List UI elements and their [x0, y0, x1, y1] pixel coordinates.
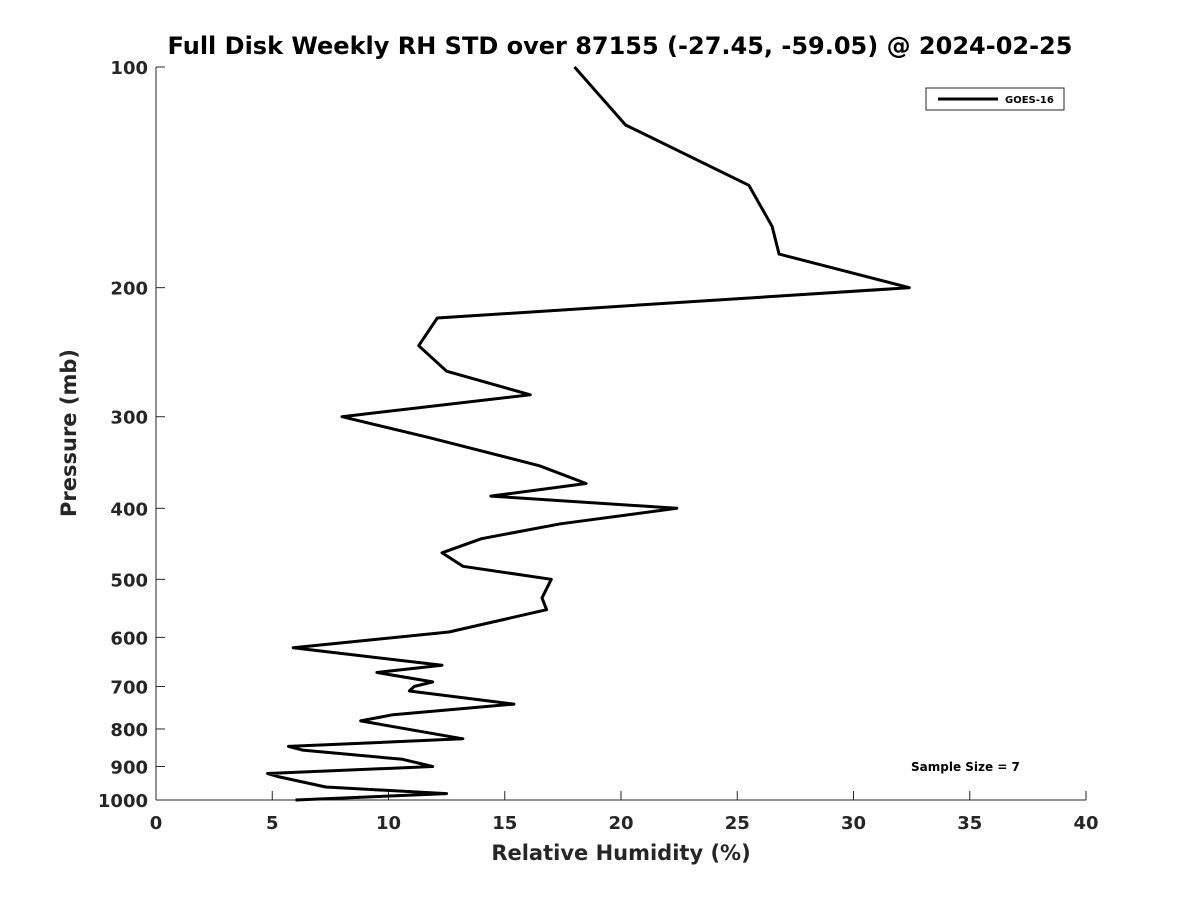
legend: GOES-16 [925, 87, 1065, 111]
chart-title: Full Disk Weekly RH STD over 87155 (-27.… [168, 32, 1073, 60]
y-tick-label: 900 [110, 757, 148, 778]
x-tick-label: 5 [266, 813, 279, 834]
y-tick-label: 200 [110, 279, 148, 300]
plot-frame [156, 67, 1086, 800]
y-tick-label: 800 [110, 720, 148, 741]
x-tick-label: 40 [1073, 813, 1098, 834]
x-tick-label: 30 [841, 813, 866, 834]
x-tick-label: 35 [957, 813, 982, 834]
y-tick-label: 300 [110, 408, 148, 429]
x-axis-label: Relative Humidity (%) [491, 841, 750, 865]
y-tick-label: 600 [110, 628, 148, 649]
sample-size-annotation: Sample Size = 7 [911, 760, 1020, 774]
y-tick-label: 100 [110, 58, 148, 79]
x-tick-label: 10 [376, 813, 401, 834]
y-axis-label: Pressure (mb) [57, 349, 81, 517]
y-tick-label: 700 [110, 677, 148, 698]
y-tick-label: 1000 [98, 791, 148, 812]
x-tick-label: 15 [492, 813, 517, 834]
y-tick-label: 500 [110, 570, 148, 591]
plot-area: 0 5 10 15 20 25 30 35 40 100 200 300 400 500 600 700 80… [98, 58, 1099, 834]
x-tick-label: 0 [150, 813, 163, 834]
legend-label-goes-16: GOES-16 [1005, 95, 1054, 106]
series-group [266, 66, 911, 802]
x-tick-label: 25 [725, 813, 750, 834]
y-tick-label: 400 [110, 499, 148, 520]
y-ticks: 100 200 300 400 500 600 700 800 900 1000 [98, 58, 165, 812]
x-ticks: 0 5 10 15 20 25 30 35 40 [150, 791, 1099, 834]
series-line-goes-16 [266, 66, 911, 802]
x-tick-label: 20 [608, 813, 633, 834]
